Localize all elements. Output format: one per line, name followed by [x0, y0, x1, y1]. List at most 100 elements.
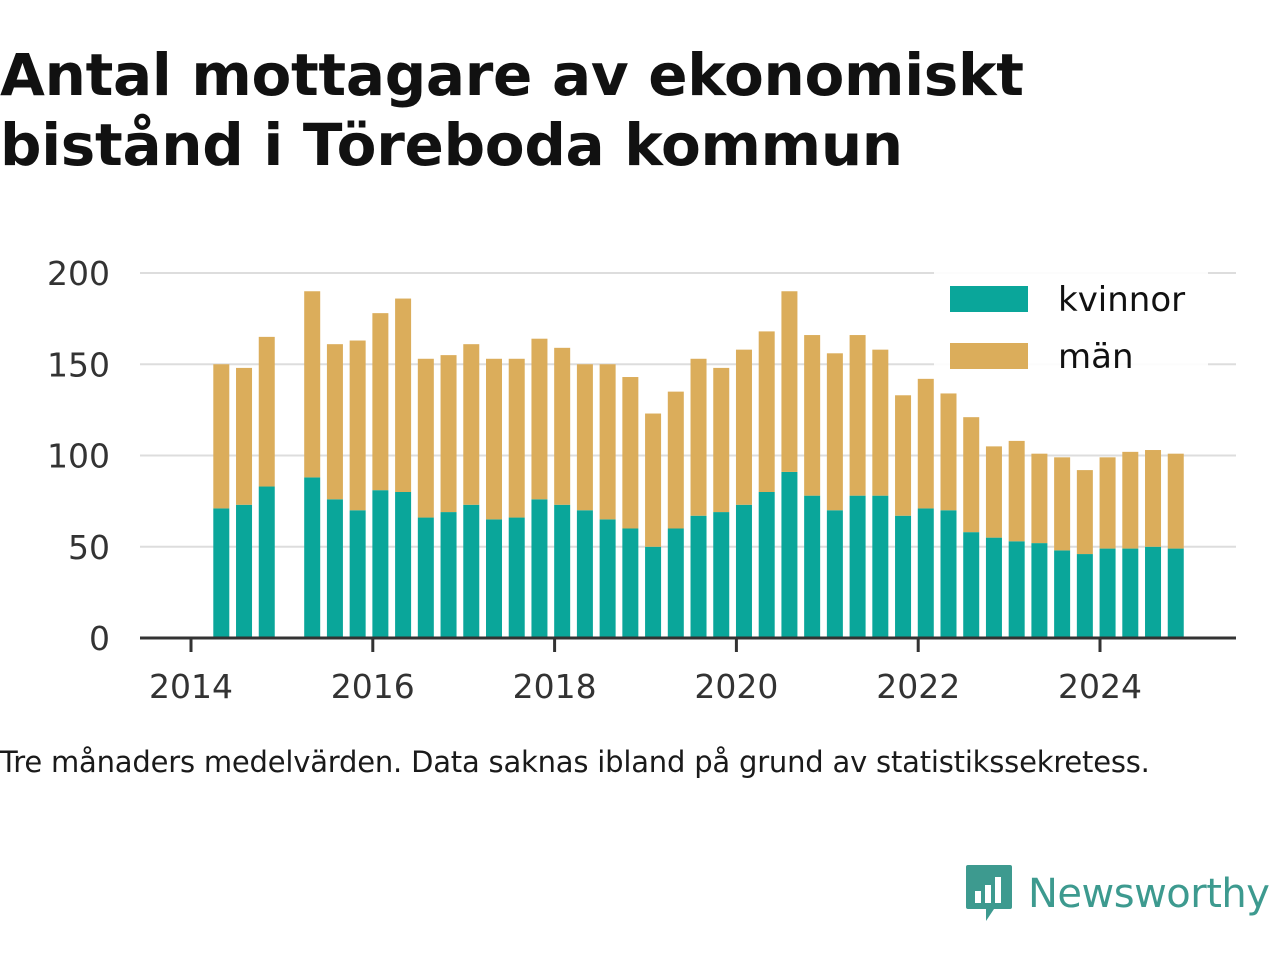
- bar-kvinnor: [349, 510, 366, 638]
- y-tick-label: 100: [47, 437, 110, 476]
- bar-kvinnor: [1122, 548, 1139, 638]
- bar-kvinnor: [781, 471, 798, 638]
- bar-kvinnor: [917, 508, 934, 638]
- bar-man: [326, 344, 343, 500]
- bar-man: [486, 358, 502, 520]
- bar-man: [826, 353, 843, 511]
- bar-man: [531, 338, 548, 500]
- bar-man: [622, 377, 639, 529]
- bar-kvinnor: [1008, 541, 1025, 638]
- y-tick-label: 50: [68, 528, 110, 567]
- bar-kvinnor: [258, 486, 275, 638]
- x-tick-label: 2022: [876, 667, 960, 706]
- bar-man: [349, 340, 366, 511]
- bar-kvinnor: [667, 528, 684, 638]
- bar-man: [804, 335, 821, 496]
- bar-kvinnor: [213, 508, 230, 638]
- bar-man: [1145, 450, 1162, 547]
- bar-man: [895, 395, 912, 516]
- bar-kvinnor: [326, 499, 343, 638]
- legend: kvinnor män: [934, 270, 1208, 380]
- bar-man: [758, 331, 775, 492]
- bar-man: [1008, 440, 1025, 542]
- brand-name: Newsworthy: [1028, 871, 1270, 917]
- bar-kvinnor: [713, 512, 730, 638]
- bar-chart: 0 50 100 150 200 2014 2016 2018 2020 2022 2024 kvi…: [47, 254, 1236, 706]
- footnote: Tre månaders medelvärden. Data saknas ib…: [0, 745, 1150, 779]
- bar-kvinnor: [849, 495, 866, 638]
- y-tick-label: 0: [89, 619, 110, 658]
- bar-man: [395, 298, 412, 492]
- bar-kvinnor: [576, 510, 593, 638]
- bar-man: [940, 393, 957, 511]
- brand[interactable]: Newsworthy: [964, 862, 1270, 926]
- bar-kvinnor: [758, 492, 775, 638]
- bar-man: [213, 364, 230, 509]
- bar-man: [1122, 451, 1139, 549]
- bar-man: [1099, 457, 1116, 549]
- bar-man: [963, 417, 980, 533]
- x-tick-label: 2018: [513, 667, 597, 706]
- bar-man: [417, 358, 434, 518]
- x-tick-label: 2014: [149, 667, 233, 706]
- bar-man: [1167, 453, 1184, 549]
- bar-man: [258, 336, 275, 487]
- y-tick-label: 150: [47, 345, 110, 384]
- bar-man: [463, 344, 480, 505]
- legend-label-kvinnor: kvinnor: [1058, 280, 1185, 320]
- bar-man: [735, 349, 752, 505]
- bar-kvinnor: [508, 517, 525, 638]
- bar-kvinnor: [963, 532, 980, 638]
- bar-kvinnor: [985, 537, 1002, 638]
- bar-kvinnor: [440, 512, 457, 638]
- bar-man: [713, 367, 730, 513]
- x-tick-label: 2024: [1058, 667, 1142, 706]
- bar-man: [872, 349, 889, 496]
- bar-kvinnor: [1054, 550, 1071, 638]
- bar-kvinnor: [395, 492, 412, 638]
- bar-man: [304, 291, 321, 478]
- bar-man: [372, 313, 389, 491]
- legend-label-man: män: [1058, 337, 1134, 377]
- bar-kvinnor: [554, 504, 571, 638]
- bar-kvinnor: [599, 519, 616, 638]
- bar-kvinnor: [690, 515, 707, 638]
- bar-man: [985, 446, 1002, 538]
- bar-man: [554, 347, 571, 505]
- bar-kvinnor: [645, 546, 662, 638]
- bar-kvinnor: [622, 528, 639, 638]
- bar-man: [508, 358, 525, 518]
- bar-man: [849, 335, 866, 496]
- bar-kvinnor: [1145, 546, 1162, 638]
- bar-man: [667, 391, 684, 529]
- bar-kvinnor: [486, 519, 502, 638]
- bar-kvinnor: [735, 504, 752, 638]
- bar-man: [1076, 470, 1093, 555]
- bar-kvinnor: [1076, 554, 1093, 638]
- bar-kvinnor: [826, 510, 843, 638]
- x-tick-label: 2016: [331, 667, 415, 706]
- bar-kvinnor: [804, 495, 821, 638]
- bar-kvinnor: [872, 495, 889, 638]
- bar-man: [645, 413, 662, 547]
- legend-swatch-kvinnor: [950, 286, 1028, 312]
- bar-kvinnor: [304, 477, 321, 638]
- bar-kvinnor: [940, 510, 957, 638]
- bar-kvinnor: [1099, 548, 1116, 638]
- bar-kvinnor: [463, 504, 480, 638]
- bar-kvinnor: [1031, 543, 1048, 638]
- bar-kvinnor: [531, 499, 548, 638]
- bar-man: [781, 291, 798, 472]
- y-tick-label: 200: [47, 254, 110, 293]
- bars: [213, 291, 1184, 638]
- newsworthy-logo-icon: [966, 865, 1012, 921]
- bar-kvinnor: [236, 504, 253, 638]
- bar-man: [917, 378, 934, 509]
- bar-man: [236, 367, 253, 505]
- bar-man: [576, 364, 593, 511]
- axes: 0 50 100 150 200 2014 2016 2018 2020 2022 2024: [47, 254, 1236, 706]
- bar-kvinnor: [1167, 548, 1184, 638]
- x-tick-label: 2020: [694, 667, 778, 706]
- bar-man: [599, 364, 616, 520]
- chart-title: Antal mottagare av ekonomiskt bistånd i …: [0, 41, 1024, 179]
